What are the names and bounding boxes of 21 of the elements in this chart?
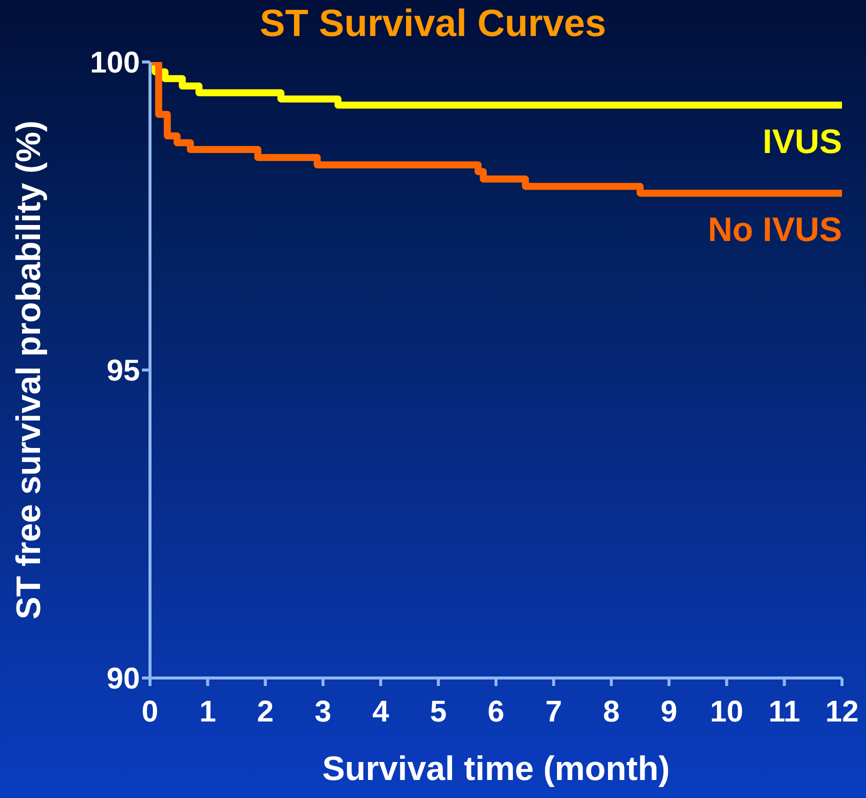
series-label: IVUS bbox=[762, 123, 842, 162]
y-tick-label: 95 bbox=[106, 354, 140, 388]
x-tick-label: 11 bbox=[768, 695, 800, 728]
y-tick-label: 100 bbox=[90, 46, 140, 80]
x-tick-label: 7 bbox=[545, 695, 562, 728]
x-tick-label: 12 bbox=[825, 695, 859, 728]
chart-title: ST Survival Curves bbox=[258, 2, 608, 47]
y-axis-title: ST free survival probability (%) bbox=[10, 120, 48, 620]
x-tick-label: 10 bbox=[710, 695, 744, 728]
x-tick-label: 0 bbox=[142, 695, 158, 728]
x-tick-label: 1 bbox=[199, 695, 216, 728]
x-tick-label: 6 bbox=[488, 695, 504, 728]
y-tick-label: 90 bbox=[106, 662, 140, 696]
x-tick-label: 5 bbox=[430, 695, 447, 728]
series-label: No IVUS bbox=[708, 211, 842, 250]
x-tick-label: 8 bbox=[602, 695, 620, 728]
x-axis-title: Survival time (month) bbox=[322, 750, 670, 788]
x-tick-label: 3 bbox=[314, 695, 332, 728]
x-tick-label: 2 bbox=[256, 695, 274, 728]
x-tick-label: 9 bbox=[660, 695, 678, 728]
x-tick-label: 4 bbox=[372, 695, 390, 728]
